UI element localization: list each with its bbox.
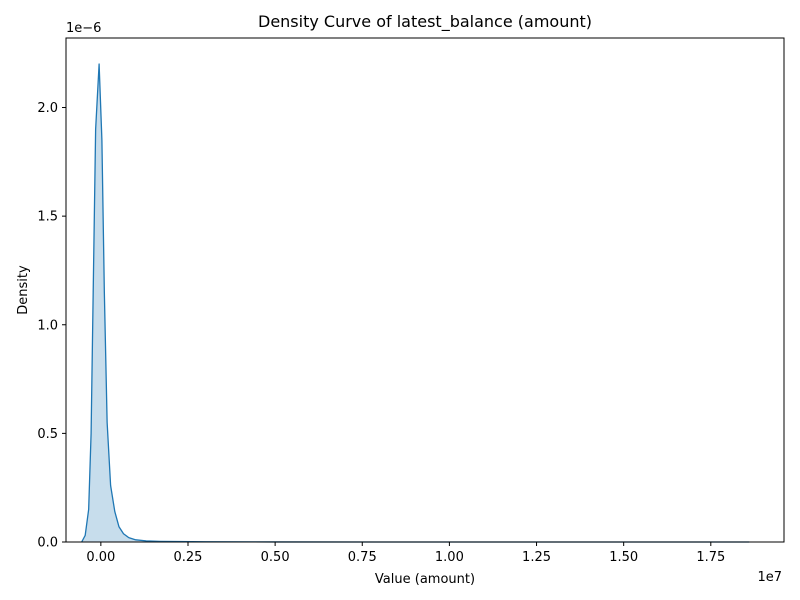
y-tick-label: 0.5 — [37, 427, 58, 442]
x-axis: 0.00 0.25 0.50 0.75 1.00 1.25 1.50 1.75 — [86, 542, 725, 565]
x-tick-label: 1.00 — [435, 550, 464, 565]
y-tick-label: 1.0 — [37, 318, 58, 333]
plot-frame — [65, 37, 785, 543]
y-axis: 0.0 0.5 1.0 1.5 2.0 — [37, 101, 66, 551]
x-tick-label: 1.50 — [609, 550, 638, 565]
x-axis-label: Value (amount) — [375, 572, 475, 587]
x-tick-label: 0.50 — [261, 550, 290, 565]
x-offset-label: 1e7 — [757, 570, 782, 585]
x-tick-label: 1.25 — [522, 550, 551, 565]
y-tick-label: 1.5 — [37, 210, 58, 225]
x-tick-label: 0.25 — [174, 550, 203, 565]
y-offset-label: 1e−6 — [66, 21, 101, 36]
x-tick-label: 1.75 — [696, 550, 725, 565]
y-tick-label: 0.0 — [37, 536, 58, 551]
x-tick-label: 0.75 — [348, 550, 377, 565]
x-tick-label: 0.00 — [86, 550, 115, 565]
y-tick-label: 2.0 — [37, 101, 58, 116]
y-axis-label: Density — [16, 265, 31, 315]
chart-title: Density Curve of latest_balance (amount) — [258, 12, 592, 32]
